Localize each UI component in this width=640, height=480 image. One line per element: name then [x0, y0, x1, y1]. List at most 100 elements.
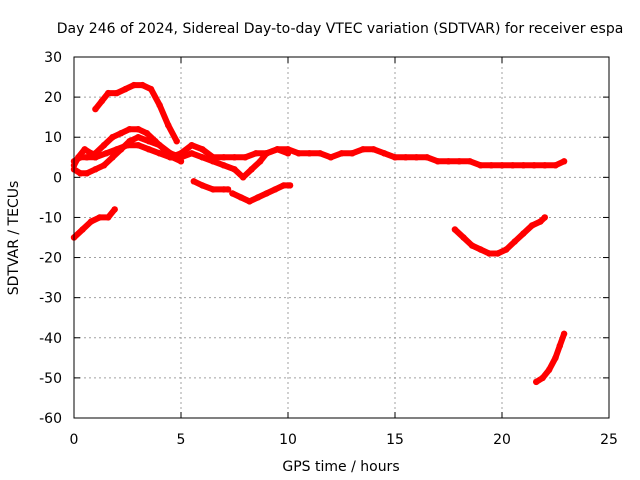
series-line-arc-10: [533, 330, 568, 385]
data-point: [147, 85, 155, 93]
y-tick-label: -50: [39, 371, 62, 387]
data-point: [545, 366, 553, 374]
data-point: [83, 170, 91, 177]
data-point: [242, 154, 249, 161]
data-point: [263, 150, 270, 157]
data-point: [135, 142, 142, 149]
axis-ticks: 0 5 10 15 20 25 -60 -50 -40 -30 -20 -10 0 10 20 30: [39, 50, 618, 448]
grid-lines: [74, 57, 609, 418]
data-point: [188, 142, 195, 149]
data-point: [83, 154, 91, 161]
data-point: [280, 182, 287, 189]
data-point: [503, 246, 510, 253]
data-point: [199, 154, 206, 161]
data-point: [349, 150, 356, 157]
data-point: [560, 330, 568, 337]
data-point: [79, 226, 86, 233]
data-point: [152, 138, 159, 145]
data-point: [77, 154, 84, 161]
data-point: [460, 234, 467, 241]
data-point: [173, 138, 180, 145]
series-line-arc-6: [71, 206, 118, 241]
data-point: [537, 218, 544, 225]
y-tick-label: 30: [44, 50, 62, 66]
data-point: [316, 150, 324, 157]
data-point: [509, 162, 516, 169]
data-point: [541, 162, 548, 169]
y-tick-label: -10: [39, 210, 62, 226]
data-point: [391, 154, 399, 161]
data-point: [539, 374, 546, 382]
y-axis-title: SDTVAR / TECUs: [6, 181, 22, 296]
data-point: [520, 162, 527, 169]
data-point: [220, 154, 227, 161]
y-tick-label: 0: [53, 170, 62, 186]
data-point: [122, 85, 129, 93]
data-point: [477, 162, 484, 169]
data-point: [254, 194, 262, 201]
data-point: [272, 186, 279, 193]
data-point: [451, 226, 459, 233]
data-point: [552, 162, 559, 169]
x-tick-label: 25: [600, 432, 618, 448]
data-point: [143, 130, 150, 137]
data-point: [231, 154, 238, 161]
y-tick-label: -40: [39, 331, 62, 347]
data-point: [423, 154, 431, 161]
data-point: [494, 250, 501, 257]
data-point: [117, 146, 125, 153]
data-point: [533, 378, 540, 386]
data-point: [109, 154, 116, 161]
data-point: [381, 150, 388, 157]
data-point: [87, 218, 95, 225]
data-point: [560, 158, 568, 165]
data-series: [70, 81, 568, 386]
data-point: [468, 242, 476, 249]
data-point: [135, 134, 142, 141]
data-point: [105, 89, 112, 97]
data-point: [306, 150, 313, 157]
data-point: [111, 206, 118, 213]
y-tick-label: 20: [44, 90, 62, 106]
data-point: [224, 186, 232, 193]
data-point: [156, 101, 163, 109]
x-tick-label: 5: [177, 432, 186, 448]
data-point: [528, 222, 536, 229]
data-point: [239, 174, 247, 181]
data-point: [156, 150, 163, 157]
data-point: [237, 194, 245, 201]
data-point: [145, 146, 153, 153]
data-point: [274, 146, 281, 153]
x-tick-label: 20: [493, 432, 511, 448]
data-point: [466, 158, 474, 165]
data-point: [370, 146, 377, 153]
data-point: [100, 142, 108, 149]
data-point: [488, 162, 495, 169]
y-tick-label: -60: [39, 411, 62, 427]
data-point: [177, 158, 185, 165]
data-point: [98, 97, 106, 105]
data-point: [229, 190, 236, 197]
data-point: [338, 150, 345, 157]
data-point: [96, 214, 103, 221]
data-point: [199, 146, 206, 153]
data-point: [263, 190, 270, 197]
data-point: [252, 150, 260, 157]
y-tick-label: -30: [39, 291, 62, 307]
data-point: [477, 246, 484, 253]
data-point: [160, 146, 168, 153]
data-point: [92, 166, 99, 173]
data-point: [520, 230, 527, 237]
data-point: [486, 250, 493, 257]
data-point: [295, 150, 302, 157]
data-point: [511, 238, 518, 245]
data-point: [286, 182, 294, 189]
data-point: [126, 126, 133, 133]
x-axis-title: GPS time / hours: [282, 459, 399, 475]
data-point: [92, 105, 99, 113]
data-point: [117, 130, 125, 137]
data-point: [220, 162, 227, 169]
chart-title: Day 246 of 2024, Sidereal Day-to-day VTE…: [57, 21, 624, 37]
x-tick-label: 10: [279, 432, 297, 448]
